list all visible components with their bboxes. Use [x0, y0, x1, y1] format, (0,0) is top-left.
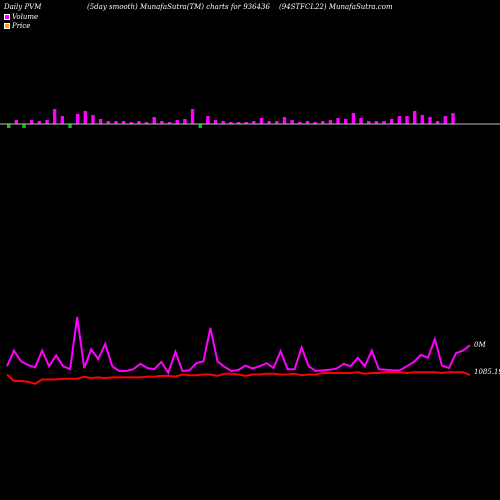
price-line — [6, 371, 471, 385]
volume-bar — [7, 124, 11, 128]
volume-bar — [91, 115, 95, 124]
volume-bar — [359, 118, 363, 124]
volume-bar — [52, 109, 57, 124]
volume-bar — [412, 111, 417, 124]
legend-volume-swatch — [4, 14, 10, 20]
volume-bar — [198, 124, 202, 128]
legend-volume: Volume — [4, 13, 38, 21]
chart-title: (5day smooth) MunafaSutra(TM) charts for… — [87, 3, 270, 11]
volume-bar — [60, 116, 65, 124]
volume-bar — [152, 117, 156, 124]
volume-bar — [298, 122, 302, 124]
volume-bar — [160, 121, 164, 124]
volume-bar — [428, 117, 432, 124]
volume-bar — [443, 116, 448, 124]
volume-bar — [321, 121, 325, 124]
volume-bar — [37, 121, 42, 124]
volume-last-label: 0M — [474, 341, 486, 349]
volume-bar — [267, 121, 271, 124]
volume-bar — [190, 109, 195, 124]
legend-price-swatch — [4, 23, 10, 29]
volume-bar — [367, 121, 371, 124]
volume-bar — [121, 121, 126, 124]
volume-bar — [374, 121, 379, 124]
volume-bar — [282, 117, 287, 124]
volume-bar — [22, 124, 26, 128]
volume-bar — [175, 120, 179, 124]
volume-bar — [167, 122, 172, 124]
legend-volume-label: Volume — [12, 13, 39, 21]
volume-bar — [290, 120, 294, 124]
volume-bar — [137, 121, 141, 124]
volume-bar — [213, 120, 218, 124]
volume-bar — [183, 119, 187, 124]
volume-bar — [29, 120, 34, 124]
volume-line — [6, 316, 471, 376]
volume-bar — [75, 114, 80, 124]
volume-bar — [305, 121, 310, 124]
volume-bar — [313, 122, 317, 124]
volume-bar — [83, 111, 87, 124]
volume-bar — [344, 119, 348, 124]
chart-source: (94STFCL22) MunafaSutra.com — [279, 3, 393, 11]
volume-bar — [229, 122, 233, 124]
volume-bar — [451, 113, 455, 124]
chart-type-title: Daily PVM — [4, 3, 42, 11]
volume-bar — [144, 122, 149, 124]
volume-bar — [14, 120, 19, 124]
volume-bar — [114, 121, 118, 124]
volume-bar — [206, 116, 210, 124]
price-last-label: 1085.19 — [474, 368, 500, 376]
volume-bar — [275, 121, 279, 124]
volume-bar — [236, 122, 241, 124]
volume-bar — [106, 121, 110, 124]
volume-bars — [7, 109, 455, 128]
volume-bar — [45, 120, 49, 124]
volume-bar — [129, 122, 133, 124]
legend-price-label: Price — [12, 22, 31, 30]
volume-bar — [252, 121, 256, 124]
volume-bar — [259, 118, 264, 124]
volume-bar — [351, 113, 356, 124]
volume-bar — [68, 124, 72, 128]
volume-bar — [336, 118, 340, 124]
volume-bar — [405, 116, 409, 124]
legend-price: Price — [4, 22, 30, 30]
volume-bar — [397, 116, 402, 124]
volume-bar — [390, 119, 394, 124]
volume-bar — [420, 115, 425, 124]
volume-bar — [382, 121, 386, 124]
volume-bar — [98, 119, 103, 124]
volume-bar — [244, 122, 248, 124]
volume-bar — [328, 120, 333, 124]
volume-bar — [435, 121, 440, 124]
volume-bar — [221, 121, 225, 124]
